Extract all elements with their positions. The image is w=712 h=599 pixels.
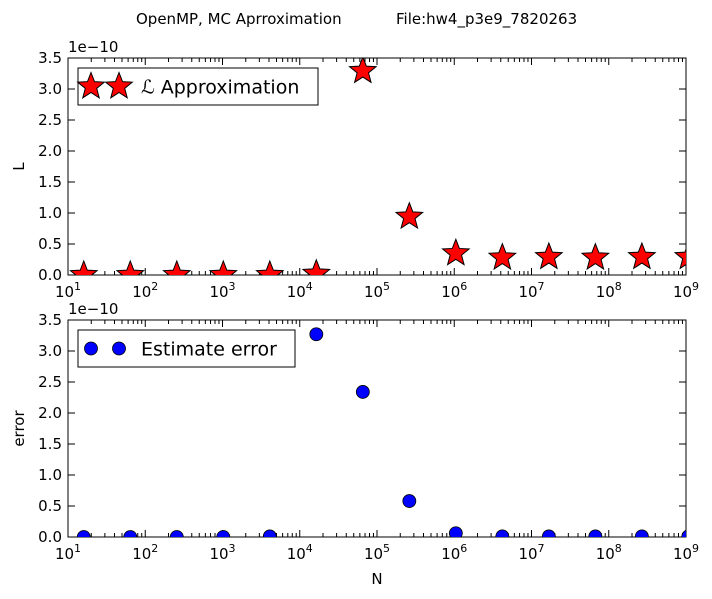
y-tick-label: 3.0 xyxy=(38,342,62,360)
x-tick-label: 107 xyxy=(518,542,544,563)
data-point xyxy=(208,259,238,275)
legend: ℒ Approximation xyxy=(76,67,319,106)
suptitle-right: File:hw4_p3e9_7820263 xyxy=(396,10,577,29)
legend: Estimate error xyxy=(77,329,296,368)
x-tick-label: 107 xyxy=(518,280,544,301)
data-point xyxy=(681,529,686,537)
legend-marker xyxy=(112,341,126,356)
data-point xyxy=(495,529,510,537)
y-tick-label: 0.0 xyxy=(38,528,62,546)
data-point xyxy=(76,530,91,537)
data-point xyxy=(262,529,277,537)
data-point xyxy=(301,258,331,275)
data-point xyxy=(69,259,99,275)
legend-marker xyxy=(84,341,98,356)
error-panel: 101 102 103 104 105 106 107 108 109 0.0 0.5 1.0 1.5 2… xyxy=(10,300,699,588)
data-point xyxy=(441,237,471,266)
y-axis-title: error xyxy=(10,410,28,447)
y-tick-label: 2.5 xyxy=(38,111,62,129)
x-axis-title: N xyxy=(371,570,382,588)
y-tick-label: 2.0 xyxy=(38,142,62,160)
y-offset-label: 1e−10 xyxy=(68,300,118,318)
data-point xyxy=(309,327,324,342)
y-tick-label: 2.5 xyxy=(38,373,62,391)
x-tick-label: 106 xyxy=(441,280,467,301)
x-tick-label: 104 xyxy=(287,542,313,563)
suptitle-left: OpenMP, MC Aprroximation xyxy=(136,10,342,28)
data-point xyxy=(355,385,370,399)
x-tick-label: 102 xyxy=(132,542,158,563)
x-tick-label: 103 xyxy=(209,280,235,301)
data-point xyxy=(348,58,378,84)
data-point xyxy=(123,530,138,537)
x-tick-label: 109 xyxy=(673,280,699,301)
data-point xyxy=(673,247,686,270)
y-tick-label: 2.0 xyxy=(38,404,62,422)
y-tick-label: 1.0 xyxy=(38,466,62,484)
data-point xyxy=(634,529,649,537)
y-tick-label: 0.5 xyxy=(38,497,62,515)
data-point xyxy=(394,201,424,230)
series-points xyxy=(76,327,686,537)
data-point xyxy=(448,526,463,537)
y-tick-label: 1.5 xyxy=(38,435,62,453)
legend-label: Estimate error xyxy=(141,339,277,361)
data-point xyxy=(169,530,184,537)
data-point xyxy=(541,529,556,537)
x-tick-label: 108 xyxy=(596,280,622,301)
legend-marker xyxy=(104,71,134,99)
data-point xyxy=(627,241,657,270)
data-point xyxy=(580,242,611,271)
data-point xyxy=(487,242,517,271)
x-tick-label: 105 xyxy=(364,542,390,563)
data-point xyxy=(588,529,603,537)
y-tick-label: 0.5 xyxy=(38,235,62,253)
approximation-panel: 101 102 103 104 105 106 107 108 109 0.0 0.5 1.0 1.5 2… xyxy=(10,38,699,301)
x-tick-label: 104 xyxy=(287,280,313,301)
y-tick-label: 3.5 xyxy=(38,311,62,329)
y-offset-label: 1e−10 xyxy=(68,38,118,56)
data-point xyxy=(534,241,564,270)
x-tick-label: 106 xyxy=(441,542,467,563)
data-point xyxy=(216,530,231,537)
x-tick-label: 108 xyxy=(596,542,622,563)
y-tick-label: 0.0 xyxy=(38,266,62,284)
x-tick-label: 105 xyxy=(364,280,390,301)
data-point xyxy=(115,259,145,275)
data-point xyxy=(255,259,285,275)
data-point xyxy=(162,259,192,275)
y-tick-label: 3.0 xyxy=(38,80,62,98)
x-tick-label: 101 xyxy=(55,542,81,563)
x-tick-label: 103 xyxy=(209,542,235,563)
y-axis-title: L xyxy=(10,162,28,171)
data-point xyxy=(402,494,417,508)
series-points xyxy=(69,58,686,275)
y-tick-label: 1.0 xyxy=(38,204,62,222)
legend-marker xyxy=(76,71,106,99)
x-tick-label: 101 xyxy=(55,280,81,301)
y-tick-label: 1.5 xyxy=(38,173,62,191)
x-tick-label: 102 xyxy=(132,280,158,301)
legend-label: ℒ Approximation xyxy=(141,77,299,99)
y-tick-label: 3.5 xyxy=(38,49,62,67)
x-tick-label: 109 xyxy=(673,542,699,563)
